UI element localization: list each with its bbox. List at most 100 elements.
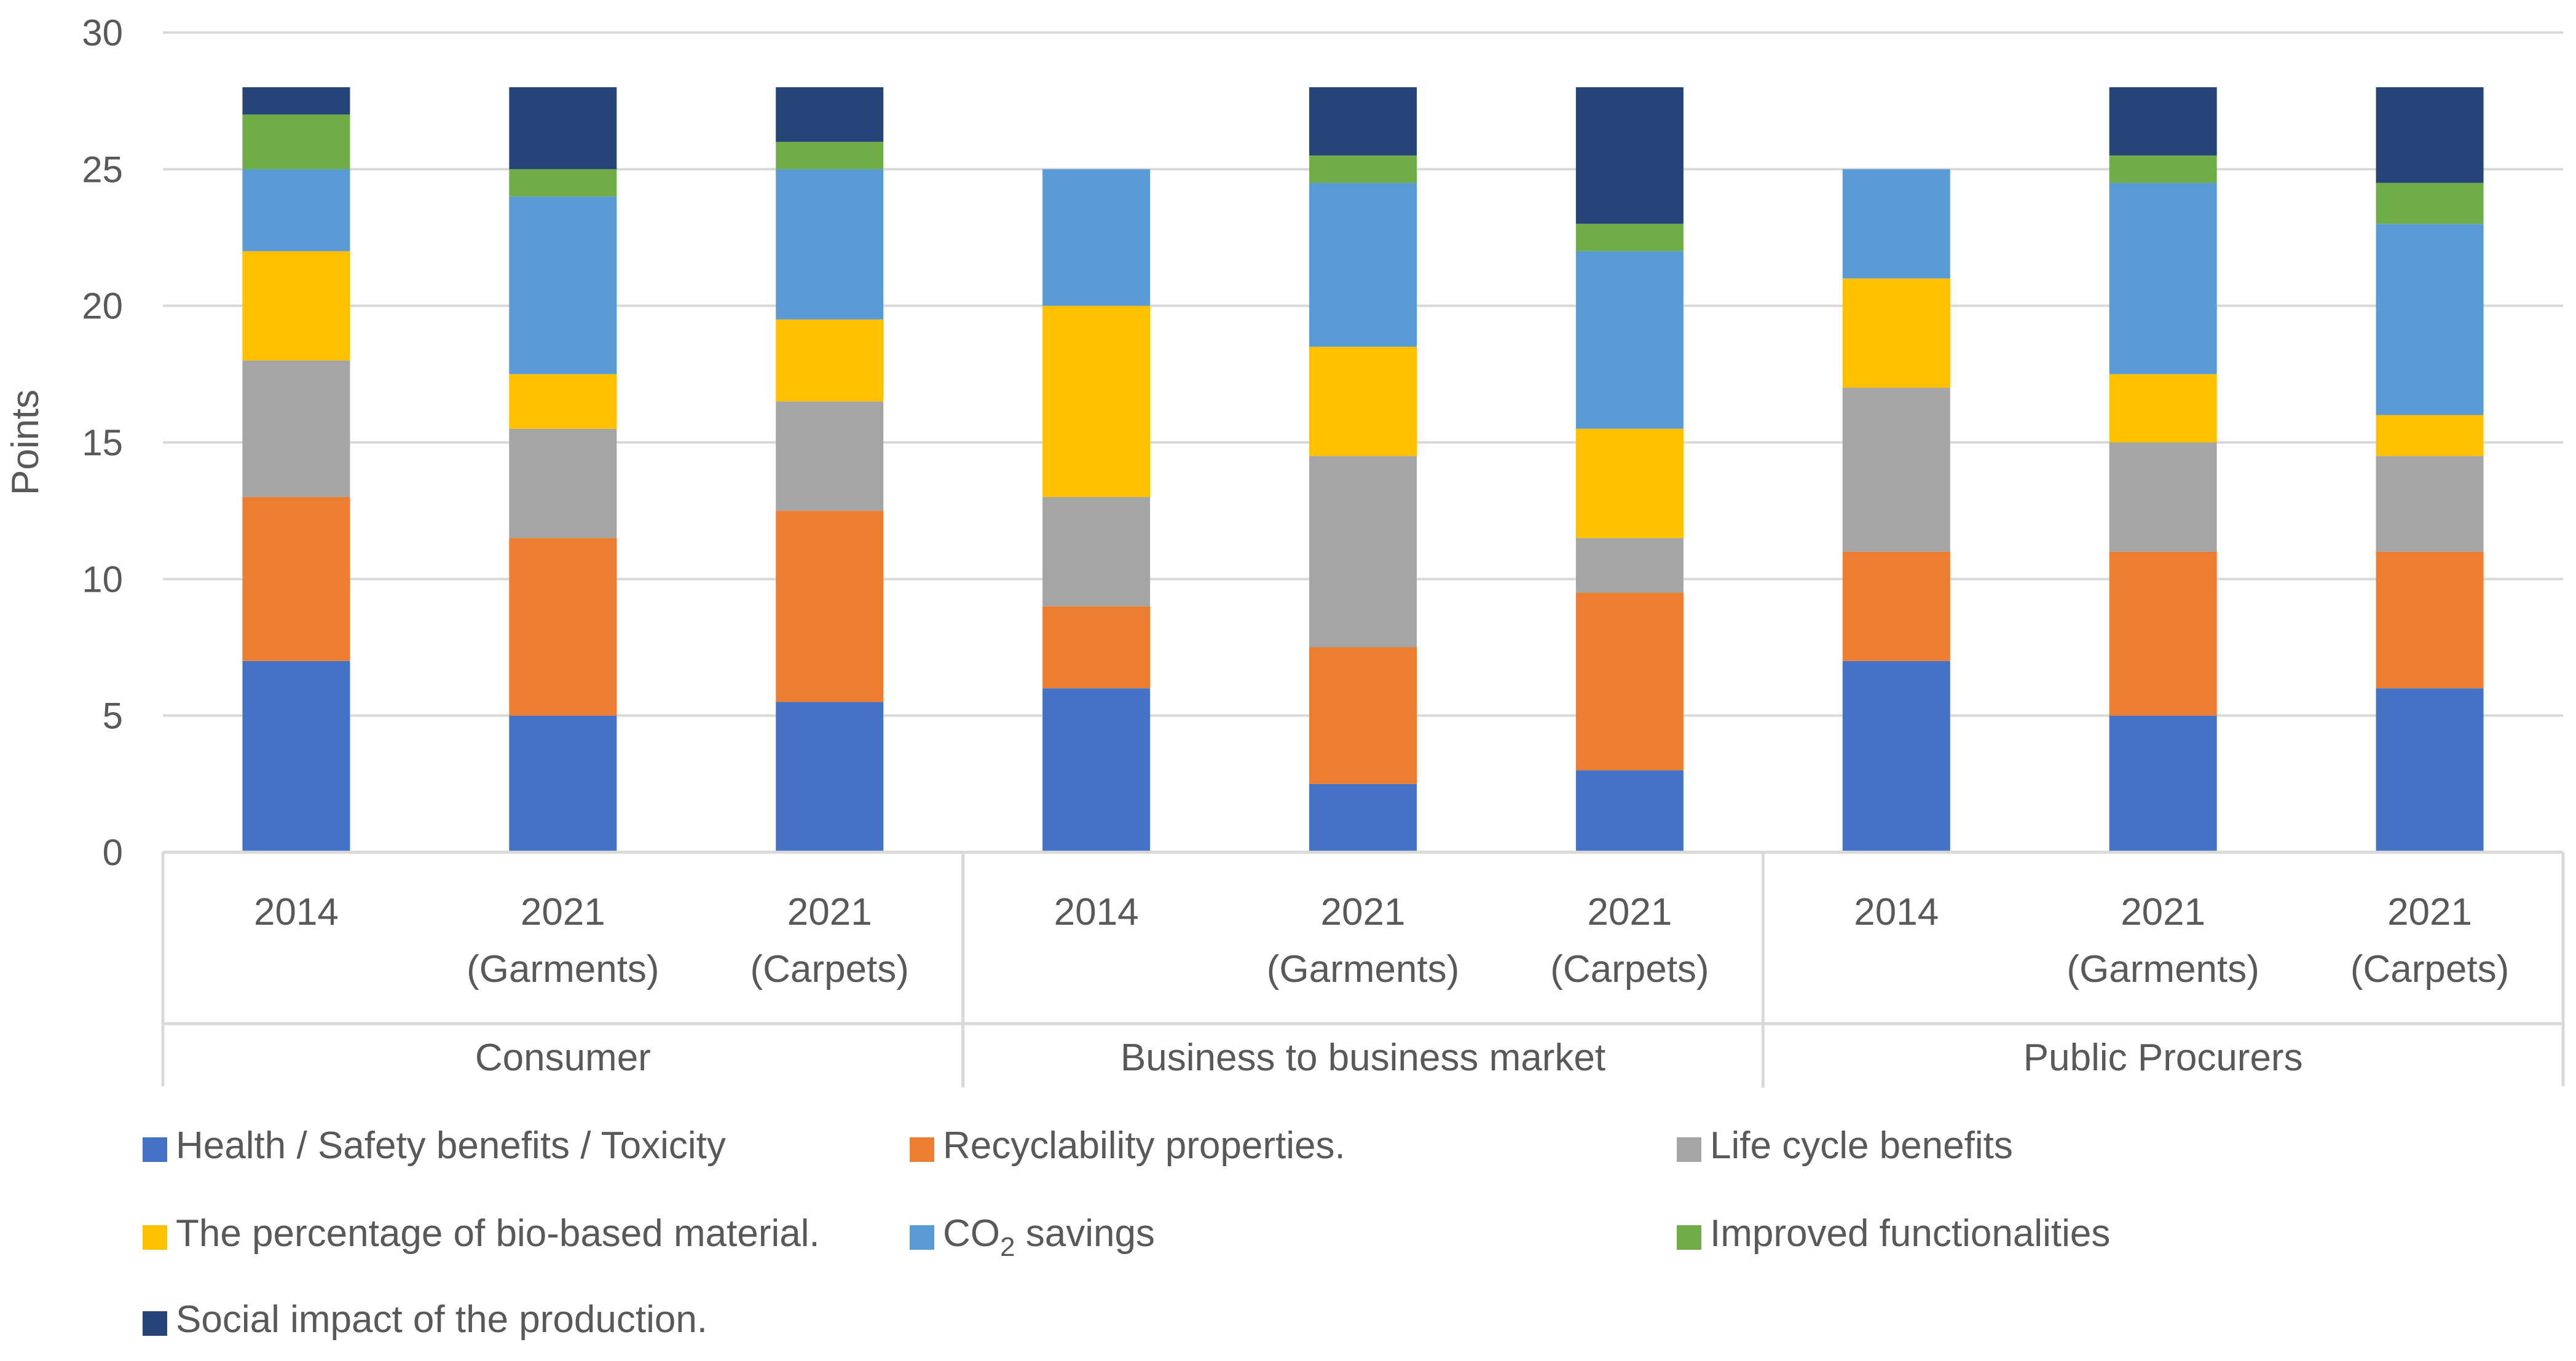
legend-item: The percentage of bio-based material.: [143, 1212, 820, 1255]
bar-stack: [1042, 169, 1151, 852]
x-group-label: Business to business market: [1121, 1037, 1605, 1079]
bar-segment: [2109, 87, 2217, 156]
y-tick-label: 15: [82, 422, 123, 463]
y-tick-label: 20: [82, 286, 123, 327]
bar-segment: [2376, 182, 2484, 224]
bar-segment: [1575, 538, 1684, 593]
bar-segment: [2376, 87, 2484, 183]
legend-swatch: [143, 1137, 167, 1162]
bar-segment: [2376, 551, 2484, 689]
bar-segment: [1575, 251, 1684, 429]
legend-item: Improved functionalities: [1677, 1212, 2110, 1255]
bar-segment: [1575, 87, 1684, 224]
bar-segment: [1042, 496, 1151, 606]
legend-item: Recyclability properties.: [910, 1124, 1345, 1167]
legend-swatch: [1677, 1137, 1701, 1162]
bar-segment: [2109, 374, 2217, 442]
legend-item: Social impact of the production.: [143, 1298, 707, 1341]
bar-segment: [2109, 182, 2217, 374]
x-category-label: (Garments): [2066, 948, 2259, 990]
bar-segment: [2376, 456, 2484, 552]
bar-segment: [2376, 415, 2484, 457]
x-category-label: 2021: [2121, 891, 2205, 933]
bar-segment: [242, 169, 350, 251]
legend-label: CO2 savings: [943, 1212, 1155, 1262]
bar-segment: [242, 87, 350, 115]
bar-segment: [1042, 688, 1151, 852]
x-category-label: 2021: [1321, 891, 1406, 933]
x-group-label: Public Procurers: [2023, 1037, 2303, 1079]
bar-segment: [1842, 169, 1950, 279]
bar-segment: [1309, 87, 1417, 156]
bar-segment: [1042, 169, 1151, 306]
bar-stack: [2109, 87, 2217, 852]
bar-segment: [242, 114, 350, 170]
bar-segment: [1042, 305, 1151, 497]
y-axis-label: Points: [4, 390, 47, 495]
x-category-label: 2014: [254, 891, 339, 933]
legend: Health / Safety benefits / Toxicity Recyc…: [143, 1124, 2110, 1341]
legend-label: Health / Safety benefits / Toxicity: [176, 1124, 726, 1167]
legend-label: Social impact of the production.: [176, 1298, 707, 1341]
y-tick-label: 5: [103, 696, 123, 737]
bar-segment: [1842, 388, 1950, 552]
legend-swatch: [910, 1137, 934, 1162]
bar-segment: [509, 374, 617, 429]
x-category-label: 2021: [521, 891, 605, 933]
x-category-label: 2014: [1054, 891, 1139, 933]
x-category-label: 2021: [787, 891, 872, 933]
bar-segment: [509, 196, 617, 374]
bar-segment: [1309, 783, 1417, 852]
bar-segment: [2109, 715, 2217, 852]
legend-swatch: [1677, 1225, 1701, 1250]
bar-segment: [1842, 551, 1950, 661]
bar-segment: [776, 169, 884, 320]
bar-segment: [242, 661, 350, 852]
legend-item: Health / Safety benefits / Toxicity: [143, 1124, 726, 1167]
bar-segment: [2376, 688, 2484, 852]
x-category-label: (Garments): [467, 948, 659, 990]
bar-segment: [776, 87, 884, 142]
legend-item: Life cycle benefits: [1677, 1124, 2013, 1167]
bar-segment: [1842, 278, 1950, 388]
legend-label: Recyclability properties.: [943, 1124, 1345, 1167]
bar-segment: [776, 702, 884, 852]
bar-segment: [2109, 155, 2217, 183]
bar-stack: [242, 87, 350, 852]
bar-segment: [509, 538, 617, 716]
y-tick-label: 25: [82, 149, 123, 190]
x-category-labels: 2014 2021 (Garments) 2021 (Carpets) 2014 2021 (…: [254, 891, 2509, 990]
y-tick-label: 10: [82, 559, 123, 600]
bar-segment: [242, 496, 350, 661]
legend-swatch: [143, 1311, 167, 1336]
bar-stack: [2376, 87, 2484, 852]
legend-item: CO2 savings: [910, 1212, 1155, 1262]
bar-segment: [1842, 661, 1950, 852]
bar-segment: [2109, 551, 2217, 716]
bar-segment: [1575, 224, 1684, 251]
bar-segment: [776, 319, 884, 402]
bar-segment: [1042, 606, 1151, 689]
legend-label: The percentage of bio-based material.: [176, 1212, 820, 1255]
legend-label: Life cycle benefits: [1710, 1124, 2013, 1167]
bar-segment: [242, 251, 350, 361]
bar-stack: [776, 87, 884, 852]
bar-segment: [1575, 592, 1684, 771]
bar-segment: [509, 428, 617, 538]
legend-label: Improved functionalities: [1710, 1212, 2110, 1255]
bar-segment: [776, 401, 884, 511]
bar-segment: [1309, 456, 1417, 648]
bar-stack: [1309, 87, 1417, 852]
bar-segment: [776, 511, 884, 702]
bar-segment: [1309, 347, 1417, 457]
x-category-label: (Carpets): [2350, 948, 2509, 990]
bar-segment: [1309, 155, 1417, 183]
x-category-label: 2014: [1854, 891, 1939, 933]
bar-segment: [1309, 647, 1417, 784]
axes: [161, 850, 2565, 1088]
y-tick-labels: 0 5 10 15 20 25 30: [82, 12, 123, 873]
x-category-label: (Garments): [1267, 948, 1459, 990]
bar-segment: [509, 87, 617, 170]
x-category-label: (Carpets): [1550, 948, 1709, 990]
